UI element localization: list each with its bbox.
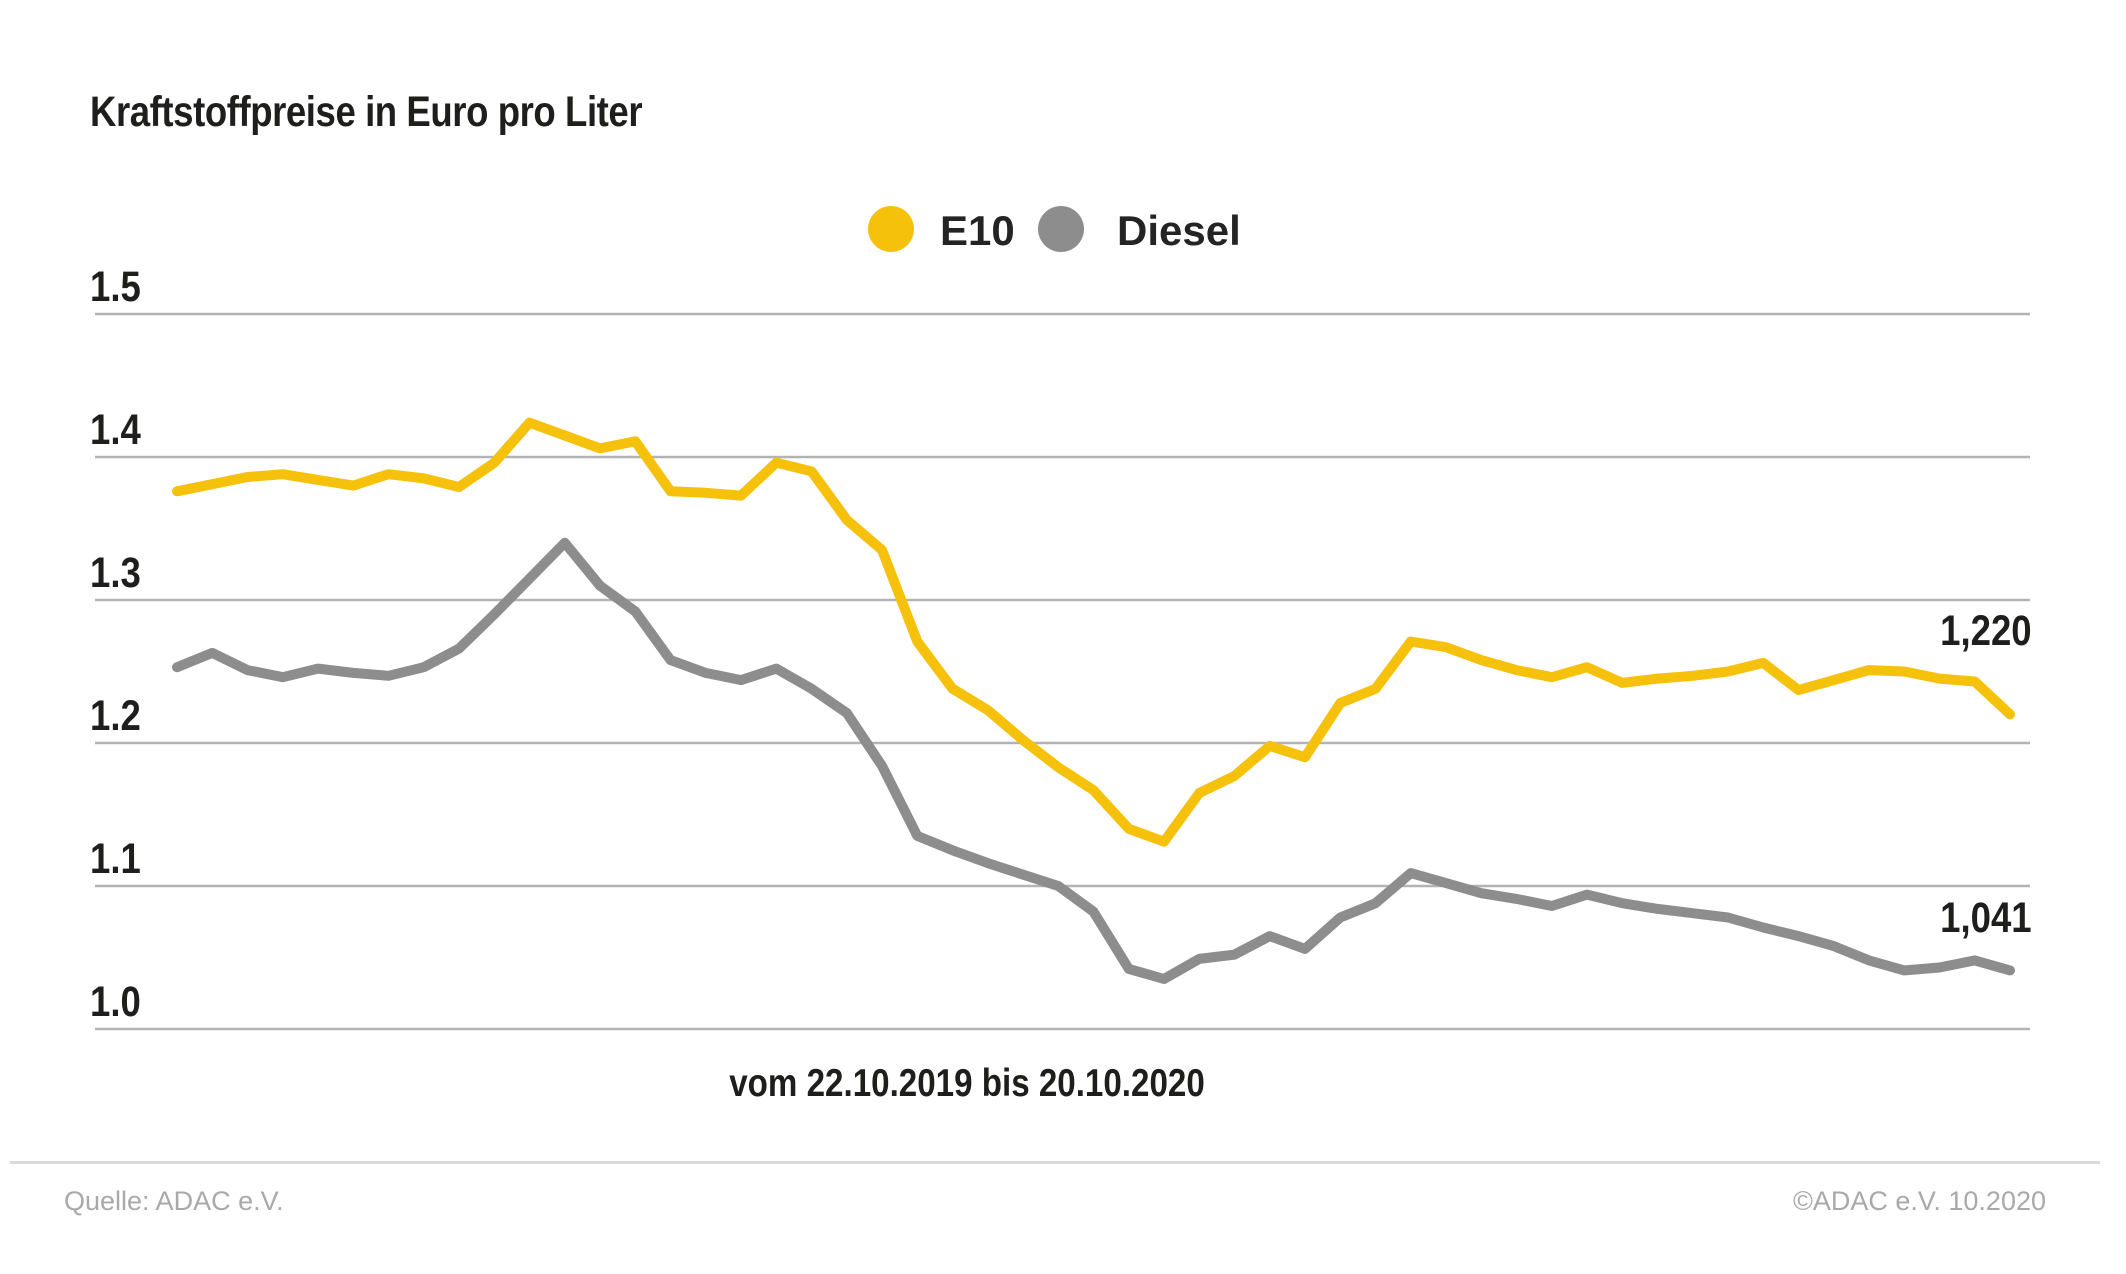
legend-label-e10: E10 [940, 207, 1015, 254]
diesel-end-value-label: 1,041 [1940, 894, 2032, 942]
y-tick-label-1.5: 1.5 [90, 263, 141, 311]
page-title: Kraftstoffpreise in Euro pro Liter [90, 88, 643, 136]
y-tick-label-1.3: 1.3 [90, 549, 141, 597]
copyright-note: ©ADAC e.V. 10.2020 [1792, 1186, 2046, 1216]
x-axis-range-label: vom 22.10.2019 bis 20.10.2020 [729, 1062, 1205, 1105]
y-tick-label-1.1: 1.1 [90, 835, 141, 883]
y-tick-label-1.4: 1.4 [90, 406, 141, 454]
e10-end-value-label: 1,220 [1940, 607, 2032, 655]
diesel-price-line [172, 537, 2015, 984]
y-tick-label-1.0: 1.0 [90, 978, 141, 1026]
legend-label-diesel: Diesel [1117, 207, 1241, 254]
source-note: Quelle: ADAC e.V. [64, 1186, 284, 1216]
diesel-legend-dot-icon [1038, 206, 1084, 252]
e10-legend-dot-icon [868, 206, 914, 252]
e10-price-line [172, 417, 2015, 847]
y-tick-label-1.2: 1.2 [90, 692, 141, 740]
footer-divider [10, 1161, 2100, 1164]
